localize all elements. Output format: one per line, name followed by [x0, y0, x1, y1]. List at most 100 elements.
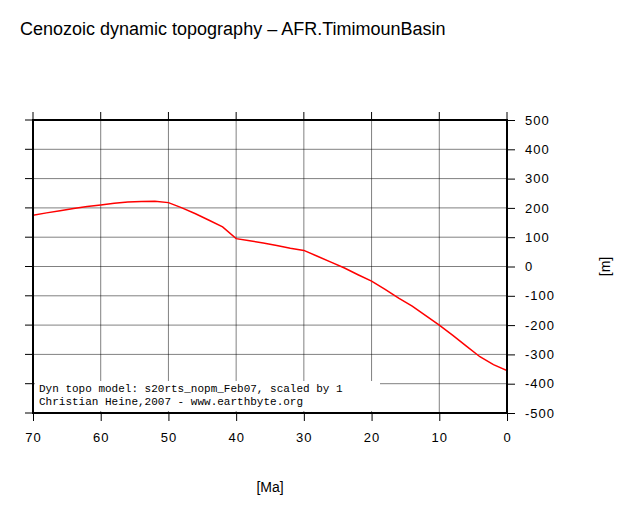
grid-line-y — [33, 207, 507, 208]
x-tick-label: 40 — [228, 430, 244, 445]
y-tick-label: 0 — [525, 259, 533, 274]
grid-line-y — [33, 266, 507, 267]
x-top-tick — [100, 112, 101, 120]
y-tick-mark — [507, 149, 515, 150]
x-tick-label: 0 — [503, 430, 511, 445]
x-top-tick — [371, 112, 372, 120]
x-tick: 10 — [432, 413, 448, 445]
y-tick-label: 100 — [525, 230, 550, 245]
y-left-tick — [25, 295, 33, 296]
x-tick-mark — [372, 413, 373, 421]
data-line — [33, 201, 507, 370]
x-tick-label: 10 — [432, 430, 448, 445]
x-tick: 50 — [161, 413, 177, 445]
x-tick-mark — [168, 413, 169, 421]
x-tick-mark — [439, 413, 440, 421]
x-axis-line — [34, 414, 508, 422]
grid-line-y — [33, 354, 507, 355]
y-tick-label: 400 — [525, 142, 550, 157]
y-tick: -500 — [507, 406, 555, 421]
y-tick: -200 — [507, 318, 555, 333]
grid-line-y — [33, 295, 507, 296]
data-layer — [33, 201, 507, 370]
grid-line-y — [33, 237, 507, 238]
x-axis-title: [Ma] — [256, 479, 283, 495]
y-tick: -400 — [507, 376, 555, 391]
y-tick-mark — [507, 296, 515, 297]
x-tick-label: 50 — [161, 430, 177, 445]
y-left-tick — [25, 354, 33, 355]
y-tick-mark — [507, 384, 515, 385]
x-tick: 0 — [503, 413, 511, 445]
x-axis: 70 60 50 40 30 20 10 0 — [25, 413, 511, 445]
plot: Dyn topo model: s20rts_nopm_Feb07, scale… — [25, 112, 555, 445]
x-top-tick — [33, 112, 34, 120]
y-left-tick — [25, 383, 33, 384]
y-tick-label: -500 — [525, 406, 555, 421]
y-tick-label: -400 — [525, 376, 555, 391]
x-tick: 30 — [296, 413, 312, 445]
annotation-box — [35, 381, 380, 411]
plot-frame — [33, 120, 507, 413]
y-tick-label: 200 — [525, 201, 550, 216]
y-tick-label: -100 — [525, 288, 555, 303]
title: Cenozoic dynamic topography – AFR.Timimo… — [20, 19, 446, 39]
x-tick-mark — [101, 413, 102, 421]
annotation: Dyn topo model: s20rts_nopm_Feb07, scale… — [35, 381, 380, 411]
y-axis-line — [508, 121, 516, 414]
grid-line-y — [33, 178, 507, 179]
y-left-tick — [25, 266, 33, 267]
y-left-tick — [25, 178, 33, 179]
y-tick: -300 — [507, 347, 555, 362]
y-tick: 0 — [507, 259, 533, 274]
x-tick: 70 — [25, 413, 41, 445]
x-top-tick — [439, 112, 440, 120]
y-axis-title: [m] — [597, 257, 613, 276]
x-tick-mark — [33, 413, 34, 421]
y-tick: 100 — [507, 230, 550, 245]
y-left-tick — [25, 237, 33, 238]
y-tick-mark — [507, 325, 515, 326]
x-tick: 40 — [228, 413, 244, 445]
x-top-tick — [168, 112, 169, 120]
x-top-tick — [507, 112, 508, 120]
x-top-tick — [303, 112, 304, 120]
y-tick-label: -200 — [525, 318, 555, 333]
annotation-text: Dyn topo model: s20rts_nopm_Feb07, scale… — [39, 383, 343, 395]
y-tick-mark — [507, 179, 515, 180]
y-left-tick — [25, 325, 33, 326]
y-tick-label: 500 — [525, 113, 550, 128]
y-tick-mark — [507, 237, 515, 238]
grid-line-y — [33, 325, 507, 326]
y-tick: 400 — [507, 142, 550, 157]
y-tick-mark — [507, 267, 515, 268]
annotation-text: Christian Heine,2007 - www.earthbyte.org — [39, 396, 303, 408]
y-tick-label: -300 — [525, 347, 555, 362]
x-tick-mark — [304, 413, 305, 421]
x-tick-label: 70 — [25, 430, 41, 445]
y-left-tick — [25, 207, 33, 208]
y-left-tick — [25, 413, 33, 414]
y-tick-mark — [507, 354, 515, 355]
x-tick-mark — [507, 413, 508, 421]
y-left-tick — [25, 149, 33, 150]
x-tick: 60 — [93, 413, 109, 445]
grid — [33, 120, 507, 413]
x-tick-label: 60 — [93, 430, 109, 445]
y-left-tick — [25, 120, 33, 121]
y-tick: 300 — [507, 171, 550, 186]
grid-line-y — [33, 149, 507, 150]
y-tick: 500 — [507, 113, 550, 128]
x-tick-label: 30 — [296, 430, 312, 445]
y-tick-mark — [507, 413, 515, 414]
x-tick: 20 — [364, 413, 380, 445]
y-tick: 200 — [507, 201, 550, 216]
x-tick-label: 20 — [364, 430, 380, 445]
x-tick-mark — [236, 413, 237, 421]
chart: Cenozoic dynamic topography – AFR.Timimo… — [0, 0, 635, 515]
y-tick-mark — [507, 120, 515, 121]
frame-ticks — [25, 112, 507, 413]
y-tick-mark — [507, 208, 515, 209]
y-tick: -100 — [507, 288, 555, 303]
y-tick-label: 300 — [525, 171, 550, 186]
